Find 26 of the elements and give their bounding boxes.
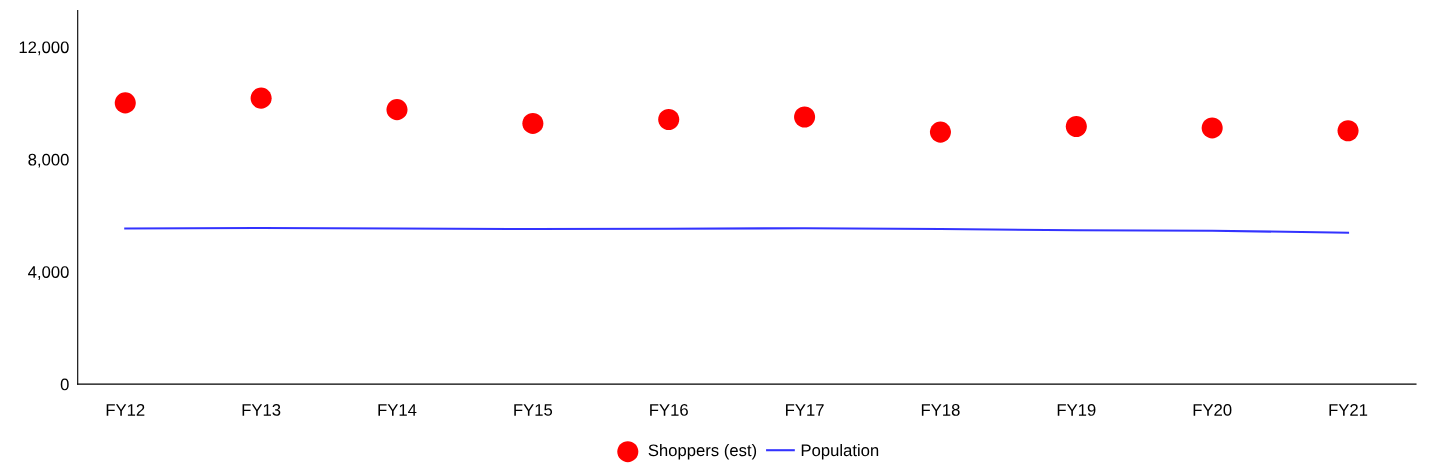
x-tick-label: FY13 [242,404,281,416]
x-tick-label: FY20 [1193,404,1232,416]
point [250,87,272,109]
x-tick-label: FY18 [921,404,960,416]
x-tick-label: FY17 [786,404,824,416]
point [522,112,544,134]
point [1337,120,1359,142]
x-tick-label: FY21 [1329,404,1368,416]
y-tick-label: 12,000 [19,41,69,56]
point [658,108,680,131]
point [114,92,136,114]
point [386,99,408,121]
point [1201,117,1223,139]
x-tick-label: FY14 [378,404,417,416]
y-tick-label: 8,000 [28,153,69,168]
y-tick-label: 0 [60,378,69,391]
y-tick-label: 4,000 [28,266,69,280]
x-tick-label: FY15 [514,404,553,416]
legend-label: Shoppers (est) [648,443,757,460]
point [1065,115,1087,138]
x-tick-label: FY12 [106,404,145,416]
x-tick-label: FY19 [1057,404,1096,416]
x-tick-label: FY16 [650,404,688,416]
point [794,106,816,128]
legend-label: Population [801,443,879,460]
point [929,121,951,143]
